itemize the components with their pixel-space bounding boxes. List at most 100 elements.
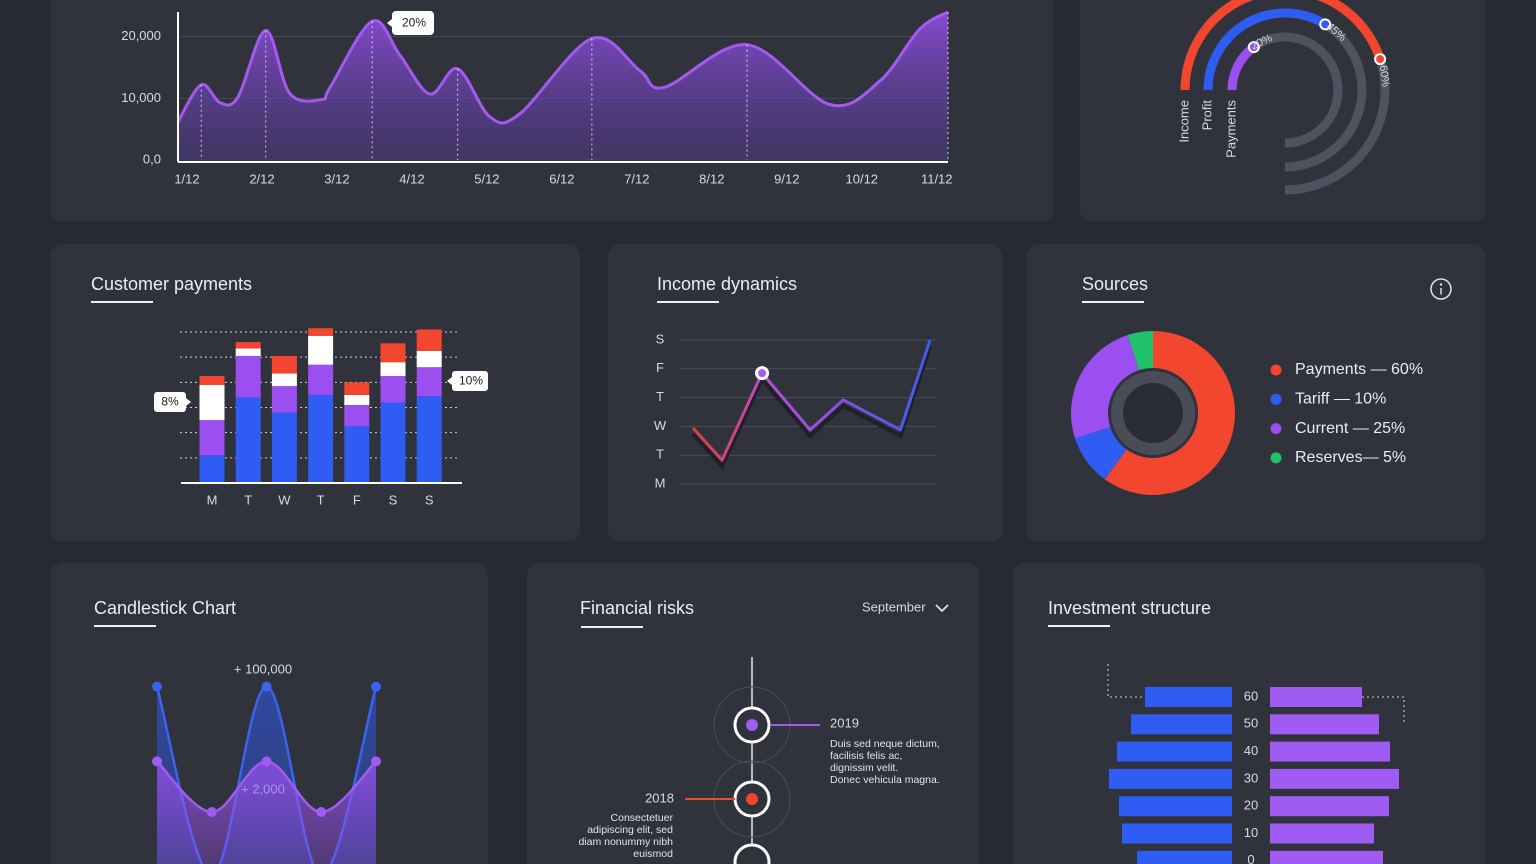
ring-label: Profit (1199, 100, 1214, 131)
annotation: 8% (161, 395, 179, 409)
x-tick-label: 9/12 (774, 171, 799, 186)
bar-left (1117, 741, 1232, 762)
timeline-dot (746, 793, 758, 805)
ring-end (1374, 53, 1387, 66)
x-tick-label: 8/12 (699, 171, 724, 186)
bar-segment (199, 376, 225, 385)
bar-segment (235, 397, 261, 483)
x-tick-label: S (389, 492, 398, 507)
bar-segment (308, 364, 334, 395)
wave-point (261, 756, 272, 767)
x-tick-label: 1/12 (174, 171, 199, 186)
legend-dot (1270, 364, 1282, 376)
y-tick-label: S (656, 331, 665, 346)
bar-segment (344, 404, 370, 427)
dropdown-label: September (862, 599, 926, 614)
x-tick-label: 10/12 (846, 171, 879, 186)
annotation: 20% (402, 16, 426, 30)
card-title: Financial risks (580, 598, 694, 618)
dropdown-chevron (935, 604, 949, 613)
bar-segment (308, 335, 334, 365)
line (176, 10, 949, 125)
card-title: Customer payments (91, 274, 252, 294)
bar-right (1270, 687, 1362, 707)
annotation-box (154, 392, 191, 412)
category-label: 20 (1244, 798, 1258, 813)
bar-segment (416, 350, 442, 368)
bar-segment (416, 367, 442, 397)
bar-right (1270, 768, 1399, 789)
event-text: dignissim velit. (830, 762, 898, 774)
ring-end (1247, 41, 1260, 54)
wave-point (152, 756, 162, 767)
legend-dot (1270, 423, 1282, 435)
bar-segment (199, 384, 225, 421)
legend-label: Payments — 60% (1295, 361, 1423, 378)
annotation-box (387, 11, 434, 35)
x-tick-label: 7/12 (624, 171, 649, 186)
bar-segment (271, 373, 297, 387)
bar-segment (380, 343, 406, 363)
bar-segment (380, 402, 406, 483)
timeline-node (733, 843, 771, 864)
bar-segment (271, 355, 297, 374)
info-button[interactable] (1430, 278, 1452, 300)
card-title: Sources (1082, 274, 1148, 294)
ring-label: Payments (1223, 100, 1238, 158)
wave-area (157, 761, 376, 864)
line-shadow (691, 345, 932, 470)
wave-point (261, 681, 272, 692)
legend-label: Current — 25% (1295, 420, 1405, 437)
bar-segment (416, 329, 442, 351)
y-tick-label: 0,0 (143, 151, 161, 166)
bar-right (1270, 714, 1379, 735)
annotation: 10% (459, 374, 483, 388)
legend-label: Tariff — 10% (1295, 391, 1386, 408)
category-label: 50 (1244, 716, 1258, 731)
bar-right (1270, 850, 1383, 864)
event-text: diam nonummy nibh (578, 836, 673, 848)
donut-segment (1127, 331, 1153, 371)
bar-segment (308, 394, 334, 483)
timeline-dot (746, 719, 758, 731)
annotation: + 100,000 (234, 661, 292, 676)
annotation: + 2,000 (241, 781, 285, 796)
x-tick-label: 2/12 (249, 171, 274, 186)
bar-segment (344, 382, 370, 395)
y-tick-label: M (655, 475, 666, 490)
bar-segment (380, 362, 406, 377)
bar-segment (271, 386, 297, 413)
x-tick-label: S (425, 492, 434, 507)
wave-point (371, 756, 381, 767)
x-tick-label: W (278, 492, 291, 507)
category-label: 0 (1247, 852, 1254, 864)
bar-segment (235, 355, 261, 398)
card-title: Income dynamics (657, 274, 797, 294)
donut-segment (1070, 335, 1140, 439)
month-dropdown[interactable]: September (862, 599, 949, 614)
event-text: facilisis felis ac, (830, 750, 902, 762)
x-tick-label: 4/12 (399, 171, 424, 186)
card-title: Candlestick Chart (94, 598, 236, 618)
wave-point (152, 681, 162, 692)
event-text: Donec vehicula magna. (830, 774, 940, 786)
bar-right (1270, 823, 1374, 844)
bar-right (1270, 796, 1389, 817)
bar-left (1131, 714, 1232, 735)
x-tick-label: 5/12 (474, 171, 499, 186)
bar-left (1137, 850, 1232, 864)
donut-inner-ring (1111, 371, 1195, 455)
y-tick-label: T (656, 447, 664, 462)
line (691, 339, 932, 462)
annotation-box (447, 371, 488, 391)
point-marker-core (758, 369, 767, 378)
bar-segment (271, 412, 297, 483)
bar-segment (235, 348, 261, 356)
card (608, 244, 1002, 542)
x-tick-label: 3/12 (324, 171, 349, 186)
financial-risks: Financial risks September 2019 Duis sed … (578, 598, 949, 864)
event-year: 2018 (645, 790, 674, 805)
bar-segment (416, 396, 442, 483)
bar-segment (308, 328, 334, 336)
